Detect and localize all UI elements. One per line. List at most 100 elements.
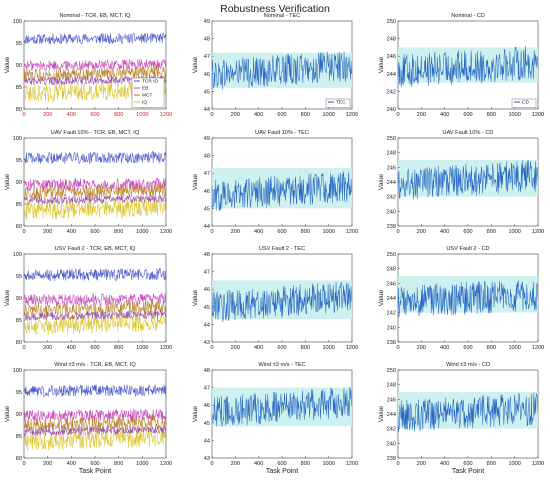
series-line-tcr (24, 267, 166, 282)
y-tick-label: 47 (204, 270, 210, 276)
y-tick-label: 246 (387, 397, 396, 403)
x-tick-label: 600 (463, 229, 472, 235)
x-tick-label: 800 (114, 345, 123, 351)
subplot-title: Wind ±3 m/s - CD (446, 362, 490, 368)
legend-entry: IQ (142, 100, 147, 106)
figure-title: Robustness Verification (220, 3, 330, 15)
y-tick-label: 48 (204, 37, 210, 43)
x-tick-label: 200 (231, 461, 240, 467)
x-tick-label: 200 (43, 229, 52, 235)
x-tick-label: 1200 (532, 345, 544, 351)
legend-entry: TEC (336, 100, 346, 106)
x-tick-label: 1000 (322, 229, 334, 235)
x-tick-label: 800 (301, 112, 310, 118)
x-tick-label: 200 (417, 345, 426, 351)
y-tick-label: 90 (16, 296, 22, 302)
y-tick-label: 242 (387, 195, 396, 201)
y-tick-label: 46 (204, 72, 210, 78)
x-tick-label: 0 (396, 112, 399, 118)
subplot-title: USV Fault 2 - TCR, EB, MCT, IQ (55, 246, 136, 252)
y-tick-label: 250 (387, 368, 396, 374)
legend-entry: MCT (142, 93, 152, 99)
x-tick-label: 0 (396, 229, 399, 235)
y-tick-label: 44 (204, 322, 210, 328)
legend: CD (511, 98, 537, 108)
x-tick-label: 600 (90, 345, 99, 351)
x-tick-label: 1000 (322, 345, 334, 351)
subplot-title: Nominal - TCR, EB, MCT, IQ (59, 13, 131, 19)
x-tick-label: 0 (22, 345, 25, 351)
legend-entry: CD (522, 100, 529, 106)
y-axis-label: Value (4, 289, 11, 306)
x-tick-label: 800 (487, 112, 496, 118)
y-tick-label: 45 (204, 305, 210, 311)
x-tick-label: 200 (43, 461, 52, 467)
series-group (212, 281, 352, 322)
x-tick-label: 0 (22, 112, 25, 118)
x-tick-label: 400 (440, 345, 449, 351)
y-tick-label: 244 (387, 72, 396, 78)
x-tick-label: 1200 (532, 229, 544, 235)
subplot-12: Wind ±3 m/s - CD 238 240 242 244 246 248 250 0 20… (378, 362, 544, 475)
legend: TEC (325, 98, 351, 108)
subplot-title: Wind ±3 m/s - TCR, EB, MCT, IQ (54, 362, 136, 368)
y-axis-label: Value (192, 289, 199, 306)
x-tick-label: 0 (210, 461, 213, 467)
y-tick-label: 43 (204, 340, 210, 346)
subplot-5: UAV Fault 10% - TEC 44 45 46 47 48 49 0 200 400 60… (192, 130, 358, 235)
subplot-title: Nominal - TEC (264, 13, 301, 19)
subplot-3: Nominal - CD 240 242 244 246 248 250 0 200 400 600… (378, 13, 544, 118)
subplot-title: UAV Fault 10% - CD (443, 130, 494, 136)
y-tick-label: 90 (16, 412, 22, 418)
x-axis-label: Task Point (79, 468, 111, 475)
x-tick-label: 600 (277, 461, 286, 467)
subplot-6: UAV Fault 10% - CD 238 240 242 244 246 248 250 0… (378, 130, 544, 235)
series-line-iq (24, 427, 166, 451)
x-tick-label: 600 (463, 461, 472, 467)
y-tick-label: 46 (204, 403, 210, 409)
x-tick-label: 1000 (508, 345, 520, 351)
series-line-tcr-io (24, 32, 166, 45)
series-line-tec (212, 387, 352, 427)
x-tick-label: 400 (254, 112, 263, 118)
series-group (24, 384, 166, 451)
series-line-eb (24, 408, 166, 422)
series-line-mct (24, 300, 166, 318)
y-axis-label: Value (378, 405, 385, 422)
y-tick-label: 242 (387, 427, 396, 433)
y-tick-label: 80 (16, 107, 22, 113)
x-tick-label: 800 (114, 229, 123, 235)
series-group (24, 267, 166, 336)
y-tick-label: 100 (13, 19, 22, 25)
y-tick-label: 248 (387, 151, 396, 157)
x-tick-label: 600 (463, 345, 472, 351)
series-line-mct (24, 415, 166, 433)
y-tick-label: 49 (204, 136, 210, 142)
series-group (398, 159, 538, 200)
y-tick-label: 246 (387, 281, 396, 287)
x-tick-label: 1200 (532, 112, 544, 118)
x-tick-label: 1000 (136, 461, 148, 467)
x-tick-label: 1200 (160, 461, 172, 467)
y-tick-label: 244 (387, 180, 396, 186)
x-tick-label: 1000 (136, 345, 148, 351)
series-line-extra (24, 75, 166, 86)
series-line-eb (24, 292, 166, 307)
x-tick-label: 600 (277, 229, 286, 235)
x-tick-label: 400 (254, 461, 263, 467)
x-tick-label: 800 (487, 461, 496, 467)
x-tick-label: 200 (417, 112, 426, 118)
legend-box (131, 77, 165, 108)
x-tick-label: 200 (43, 345, 52, 351)
series-line-cd (398, 159, 538, 200)
series-line-extra (24, 309, 166, 321)
y-tick-label: 248 (387, 37, 396, 43)
y-tick-label: 240 (387, 209, 396, 215)
x-tick-label: 1000 (136, 229, 148, 235)
y-axis-label: Value (378, 173, 385, 190)
x-tick-label: 1000 (322, 112, 334, 118)
x-tick-label: 1200 (346, 345, 358, 351)
y-tick-label: 80 (16, 456, 22, 462)
x-tick-label: 600 (277, 345, 286, 351)
